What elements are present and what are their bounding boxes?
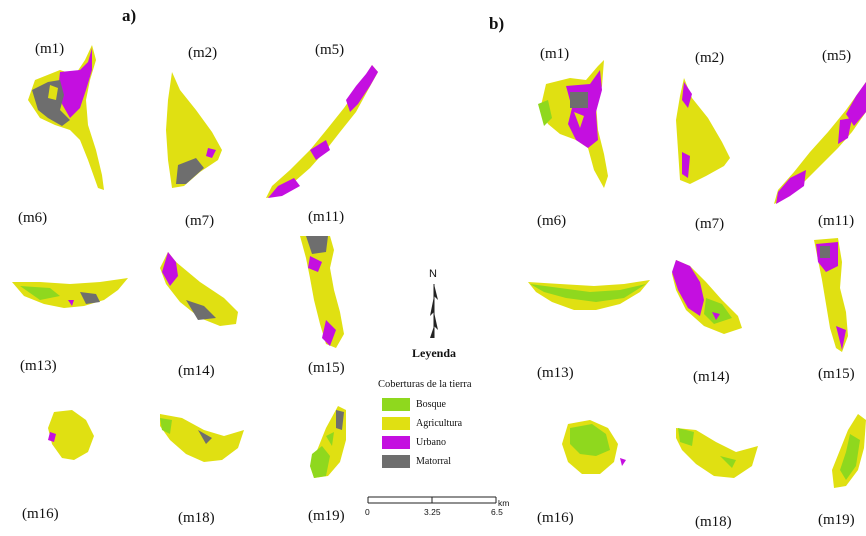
map-a-label-m2: (m2) [188, 45, 218, 61]
map-b-label-m6: (m6) [537, 213, 567, 229]
map-a-label-m6: (m6) [18, 210, 48, 226]
map-a-label-m19: (m19) [308, 508, 345, 524]
scale-tick-mid: 3.25 [424, 507, 441, 517]
legend: Bosque Agricultura Urbano Matorral [382, 398, 462, 468]
map-a-label-m5: (m5) [315, 42, 345, 58]
map-a-label-m7: (m7) [185, 213, 215, 229]
map-b-label-m5: (m5) [822, 48, 852, 64]
legend-swatch-urbano [382, 436, 410, 449]
map-a-label-m14: (m14) [178, 363, 215, 379]
map-a-m1 [28, 45, 104, 190]
map-b-label-m13: (m13) [537, 365, 574, 381]
panel-a-label: a) [122, 6, 137, 25]
north-arrow-letter: N [429, 268, 437, 280]
legend-swatch-matorral [382, 455, 410, 468]
map-a-m6 [12, 278, 128, 308]
panel-b-label: b) [489, 14, 505, 33]
map-b-label-m11: (m11) [818, 213, 855, 229]
map-b-label-m1: (m1) [540, 46, 570, 62]
legend-label-matorral: Matorral [416, 456, 451, 467]
map-b-m7 [672, 260, 742, 334]
map-b-m15 [832, 414, 866, 488]
scale-tick-max: 6.5 [491, 507, 503, 517]
map-a-label-m1: (m1) [35, 41, 65, 57]
map-a-m2 [166, 72, 222, 188]
legend-label-agricultura: Agricultura [416, 418, 463, 429]
map-a-m11 [300, 236, 344, 348]
legend-item-bosque: Bosque [382, 398, 462, 411]
map-b-m14 [676, 428, 758, 478]
map-b-label-m2: (m2) [695, 50, 725, 66]
map-a-m14 [160, 414, 244, 462]
scale-bar [367, 496, 497, 504]
map-b-m13 [562, 420, 626, 474]
map-a-m15 [310, 406, 346, 478]
map-a-m5 [266, 65, 378, 198]
scale-unit: km [498, 498, 510, 508]
legend-item-agricultura: Agricultura [382, 417, 462, 430]
map-a-label-m16: (m16) [22, 506, 59, 522]
map-a-label-m18: (m18) [178, 510, 215, 526]
legend-label-urbano: Urbano [416, 437, 446, 448]
map-a-label-m11: (m11) [308, 209, 345, 225]
map-b-m2 [676, 78, 730, 184]
map-b-m5 [774, 82, 866, 204]
legend-swatch-agricultura [382, 417, 410, 430]
map-b-label-m14: (m14) [693, 369, 730, 385]
map-a-label-m13: (m13) [20, 358, 57, 374]
legend-title: Leyenda [412, 346, 457, 360]
map-b-m11 [814, 238, 848, 352]
map-b-label-m19: (m19) [818, 512, 855, 528]
map-b-label-m7: (m7) [695, 216, 725, 232]
legend-label-bosque: Bosque [416, 399, 446, 410]
map-b-m6 [528, 280, 650, 310]
map-b-m1 [538, 60, 608, 188]
map-b-label-m15: (m15) [818, 366, 855, 382]
map-a-m13 [48, 410, 94, 460]
legend-swatch-bosque [382, 398, 410, 411]
scale-tick-0: 0 [365, 507, 370, 517]
map-a-label-m15: (m15) [308, 360, 345, 376]
north-arrow-icon [430, 284, 438, 338]
map-b-label-m18: (m18) [695, 514, 732, 530]
legend-item-urbano: Urbano [382, 436, 462, 449]
legend-subtitle: Coberturas de la tierra [378, 379, 472, 390]
map-a-m7 [160, 252, 238, 326]
map-b-label-m16: (m16) [537, 510, 574, 526]
legend-item-matorral: Matorral [382, 455, 462, 468]
